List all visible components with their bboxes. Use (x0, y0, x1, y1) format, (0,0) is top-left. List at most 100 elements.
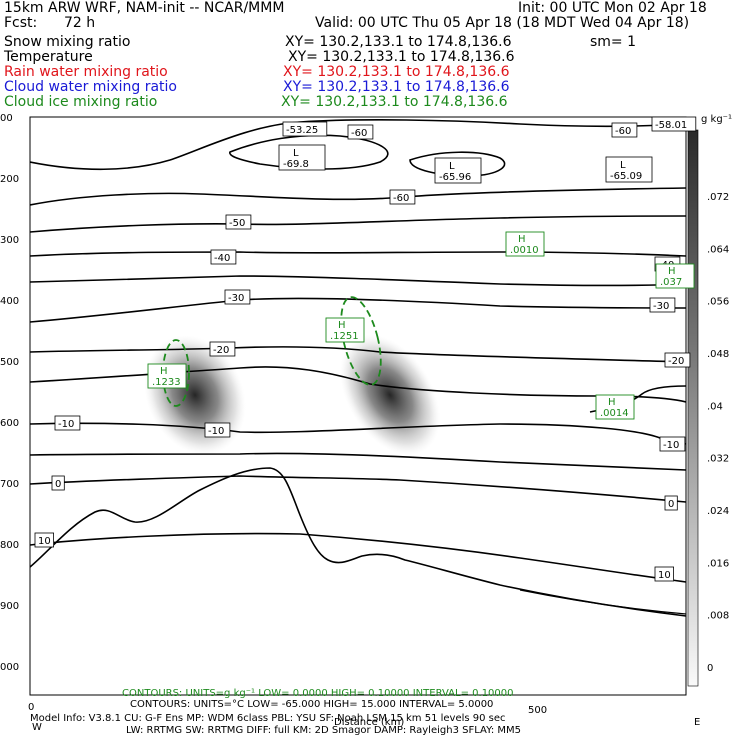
temperature-label: -20 (668, 356, 684, 367)
low-box (434, 157, 482, 184)
temperature-labels: -53.25-60-60-58.01-60-50-40-40-30-30-20-… (34, 116, 697, 582)
ice-high-marker: H (160, 366, 168, 377)
colorbar-tick-label: .008 (707, 611, 729, 622)
black-contours-info: CONTOURS: UNITS=°C LOW= -65.000 HIGH= 15… (130, 699, 494, 710)
temperature-label-box (664, 495, 678, 511)
temperature-label-box (649, 297, 676, 313)
colorbar-unit: g kg⁻¹ (701, 114, 732, 125)
temperature-label: 0 (668, 499, 674, 510)
temperature-label: 10 (658, 570, 671, 581)
y-tick-label: 500 (0, 357, 19, 368)
y-axis: 00 200 300 400 500 600 700 800 900 000 (0, 113, 19, 673)
temperature-label: 10 (38, 536, 51, 547)
temperature-label: -40 (214, 253, 230, 264)
temperature-lows: L-69.8 L-65.96L-65.09 (278, 144, 653, 184)
temperature-label: -50 (229, 218, 245, 229)
ice-high-value: .0014 (600, 408, 629, 419)
y-tick-label: 000 (0, 662, 19, 673)
y-tick-label: 800 (0, 540, 19, 551)
temperature-label: -53.25 (286, 125, 318, 136)
ice-high-box (655, 263, 695, 289)
x-tick-500: 500 (528, 705, 547, 716)
temperature-label-box (664, 352, 691, 368)
temperature-label-box (282, 121, 328, 137)
temperature-label: -20 (213, 345, 229, 356)
x-end-west: W (32, 722, 42, 733)
snow-label: Snow mixing ratio (4, 34, 131, 50)
ice-high-value: .0010 (510, 245, 539, 256)
temperature-label-box (611, 122, 638, 138)
ice-high-marker: H (668, 266, 676, 277)
temperature-label: -60 (393, 193, 409, 204)
temperature-label-box (34, 532, 55, 548)
snow-region-central (340, 334, 440, 456)
model-title: 15km ARW WRF, NAM-init -- NCAR/MMM (4, 0, 285, 16)
x-tick-0: 0 (28, 702, 34, 713)
rain-xy: XY= 130.2,133.1 to 174.8,136.6 (283, 64, 510, 80)
ice-contour-west (162, 339, 190, 407)
ice-high-box (147, 363, 187, 389)
temperature-label: -30 (653, 301, 669, 312)
cloud-water-label: Cloud water mixing ratio (4, 79, 177, 95)
ice-high-box (505, 231, 545, 257)
temperature-label: -10 (663, 440, 679, 451)
colorbar-tick-label: .064 (707, 244, 729, 255)
temperature-label-box (347, 124, 374, 140)
temperature-label: -10 (208, 426, 224, 437)
green-contours-info: CONTOURS: UNITS=g kg⁻¹ LOW= 0.0000 HIGH=… (122, 688, 514, 699)
temperature-label-box (54, 415, 81, 431)
y-tick-label: 200 (0, 174, 19, 185)
temperature-xy: XY= 130.2,133.1 to 174.8,136.6 (288, 49, 515, 65)
temperature-label: Temperature (4, 49, 93, 65)
temperature-label: -10 (58, 419, 74, 430)
temperature-label: -60 (351, 128, 367, 139)
temperature-label: -58.01 (655, 120, 687, 131)
y-tick-label: 00 (0, 113, 13, 124)
snow-xy: XY= 130.2,133.1 to 174.8,136.6 (285, 34, 512, 50)
temperature-label: -60 (615, 126, 631, 137)
valid-time: Valid: 00 UTC Thu 05 Apr 18 (18 MDT Wed … (315, 15, 690, 31)
fcst-value: 72 h (64, 15, 96, 31)
colorbar-tick-label: .016 (707, 558, 729, 569)
colorbar-tick-label: .048 (707, 349, 729, 360)
x-axis-label: Distance (km) (334, 717, 404, 728)
temperature-label-box (209, 341, 236, 357)
low-value: -65.09 (610, 171, 642, 182)
y-tick-label: 300 (0, 235, 19, 246)
terrain-line (30, 467, 686, 617)
cloud-ice-label: Cloud ice mixing ratio (4, 94, 158, 110)
y-tick-label: 700 (0, 479, 19, 490)
temperature-label: 0 (55, 479, 61, 490)
colorbar-tick-label: .032 (707, 454, 729, 465)
colorbar-tick-label: 0 (707, 663, 713, 674)
temperature-label-box (659, 436, 686, 452)
colorbar-ticks: .072 .064 .056 .048 .04 .032 .024 .016 .008 0 (707, 192, 729, 674)
plot-frame (29, 116, 687, 696)
ice-high-value: .1251 (330, 331, 359, 342)
low-marker: L (449, 161, 455, 172)
y-tick-label: 400 (0, 296, 19, 307)
ice-high-marker: H (338, 320, 346, 331)
y-tick-label: 600 (0, 418, 19, 429)
rain-label: Rain water mixing ratio (4, 64, 168, 80)
ice-contour-central (340, 296, 382, 386)
temperature-label-box (204, 422, 231, 438)
fcst-label: Fcst: (4, 15, 38, 31)
ice-high-box (595, 394, 635, 420)
colorbar (687, 129, 699, 687)
y-tick-label: 900 (0, 601, 19, 612)
colorbar-tick-label: .04 (707, 401, 723, 412)
low-marker: L (293, 148, 299, 159)
ice-high-value: .1233 (152, 377, 181, 388)
cloud-water-xy: XY= 130.2,133.1 to 174.8,136.6 (283, 79, 510, 95)
temperature-label-box (224, 289, 251, 305)
low-marker: L (620, 160, 626, 171)
colorbar-tick-label: .024 (707, 506, 729, 517)
ice-high-box (325, 317, 365, 343)
temperature-label-box (389, 189, 416, 205)
low-value: -65.96 (439, 172, 471, 183)
ice-high-value: .037 (660, 277, 682, 288)
ice-high-marker: H (518, 234, 526, 245)
